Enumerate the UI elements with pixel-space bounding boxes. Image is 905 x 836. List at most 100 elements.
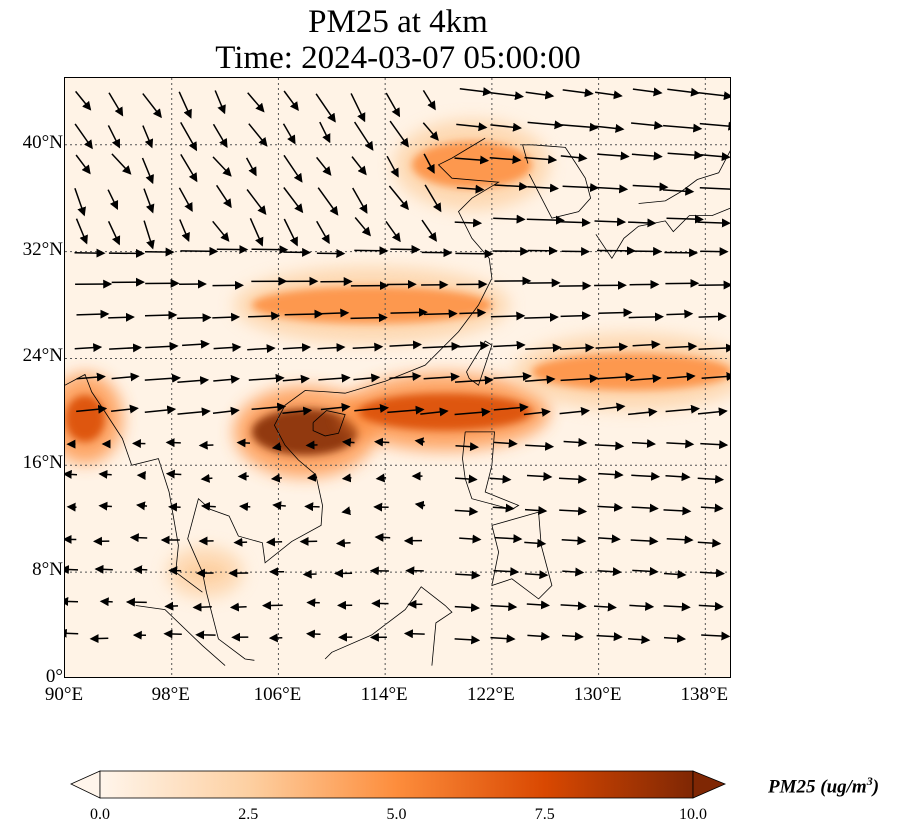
wind-arrow	[666, 214, 704, 224]
wind-arrow	[385, 220, 401, 243]
wind-arrow	[76, 404, 108, 414]
wind-arrow	[89, 634, 109, 644]
coastline-6	[324, 586, 453, 666]
wind-arrow	[302, 569, 317, 579]
wind-arrow	[165, 469, 182, 479]
wind-arrow	[143, 188, 155, 214]
wind-arrow	[74, 188, 86, 217]
wind-arrow	[245, 157, 257, 177]
wind-arrow	[233, 537, 248, 547]
wind-arrow	[524, 312, 559, 322]
wind-arrow	[65, 565, 79, 575]
wind-arrow	[266, 537, 283, 547]
colorbar-extend-high	[692, 770, 727, 799]
wind-arrow	[490, 602, 518, 612]
wind-arrow	[561, 631, 584, 641]
wind-arrow	[320, 402, 351, 412]
wind-arrow	[598, 470, 624, 480]
wind-arrow	[526, 600, 550, 610]
wind-arrow	[270, 473, 282, 483]
wind-arrow	[663, 123, 703, 133]
wind-arrow	[631, 120, 664, 130]
wind-arrow	[335, 538, 351, 548]
wind-arrow	[239, 502, 251, 512]
wind-arrow	[631, 503, 659, 513]
wind-arrow	[350, 313, 388, 323]
wind-arrow	[421, 219, 437, 242]
coastline-2	[312, 410, 346, 437]
wind-arrow	[560, 601, 587, 611]
wind-arrow	[699, 121, 730, 131]
wind-arrow	[214, 90, 226, 115]
wind-arrow	[94, 564, 113, 574]
wind-arrow	[700, 152, 730, 162]
wind-arrow	[663, 569, 687, 579]
coastline-8	[522, 144, 592, 219]
wind-arrow	[386, 155, 399, 178]
wind-arrow	[182, 339, 210, 349]
plume-core-2	[531, 353, 730, 391]
wind-arrow	[422, 341, 461, 351]
wind-arrow	[631, 471, 661, 481]
wind-arrow	[387, 405, 425, 415]
wind-arrow	[524, 570, 549, 580]
wind-arrow	[271, 442, 282, 452]
wind-arrow	[489, 155, 522, 164]
wind-arrow	[701, 631, 730, 641]
wind-arrow	[666, 309, 694, 319]
wind-arrow	[177, 407, 211, 417]
map-canvas	[65, 78, 730, 677]
wind-arrow	[593, 602, 617, 612]
wind-arrow	[492, 503, 515, 513]
wind-arrow	[700, 440, 729, 450]
lat-tick-label: 0°	[45, 666, 63, 687]
wind-arrow	[144, 310, 178, 320]
wind-arrow	[318, 373, 351, 383]
wind-arrow	[559, 218, 591, 228]
wind-arrow	[525, 90, 555, 100]
wind-arrow	[315, 93, 336, 123]
wind-arrow	[697, 474, 725, 484]
wind-arrow	[350, 93, 366, 123]
coastline-4	[462, 431, 520, 510]
map-plot-area	[64, 77, 731, 678]
wind-arrow	[142, 125, 154, 149]
wind-arrow	[75, 218, 88, 245]
wind-arrow	[562, 567, 585, 577]
wind-arrow	[283, 90, 299, 112]
wind-arrow	[527, 120, 564, 130]
wind-arrow	[180, 154, 198, 183]
wind-arrow	[341, 473, 352, 483]
wind-arrow	[598, 534, 621, 544]
lon-tick-label: 98°E	[151, 684, 190, 705]
wind-arrow	[493, 403, 529, 413]
wind-arrow	[111, 372, 140, 382]
wind-arrow	[665, 404, 700, 414]
wind-arrow	[414, 500, 426, 510]
wind-arrow	[459, 308, 487, 318]
wind-arrow	[180, 246, 219, 256]
wind-arrow	[129, 533, 148, 543]
wind-arrow	[316, 156, 332, 176]
wind-arrow	[595, 184, 629, 194]
lon-tick-label: 138°E	[680, 684, 729, 705]
wind-arrow	[662, 186, 695, 196]
wind-arrow	[490, 311, 526, 321]
wind-arrow	[697, 407, 728, 417]
lon-tick-label: 90°E	[44, 684, 84, 705]
wind-arrow	[629, 601, 655, 611]
wind-arrow	[178, 187, 193, 213]
wind-arrow	[594, 90, 623, 100]
wind-arrow	[200, 473, 213, 483]
wind-arrow	[272, 501, 286, 511]
wind-arrow	[111, 404, 139, 414]
wind-arrow	[249, 217, 264, 247]
wind-arrow	[248, 311, 281, 321]
wind-arrow	[165, 438, 181, 448]
wind-arrow	[665, 342, 698, 352]
wind-arrow	[597, 567, 622, 577]
wind-arrow	[700, 503, 724, 513]
wind-arrow	[305, 629, 321, 639]
wind-arrow	[493, 340, 526, 350]
wind-arrow	[698, 601, 724, 611]
